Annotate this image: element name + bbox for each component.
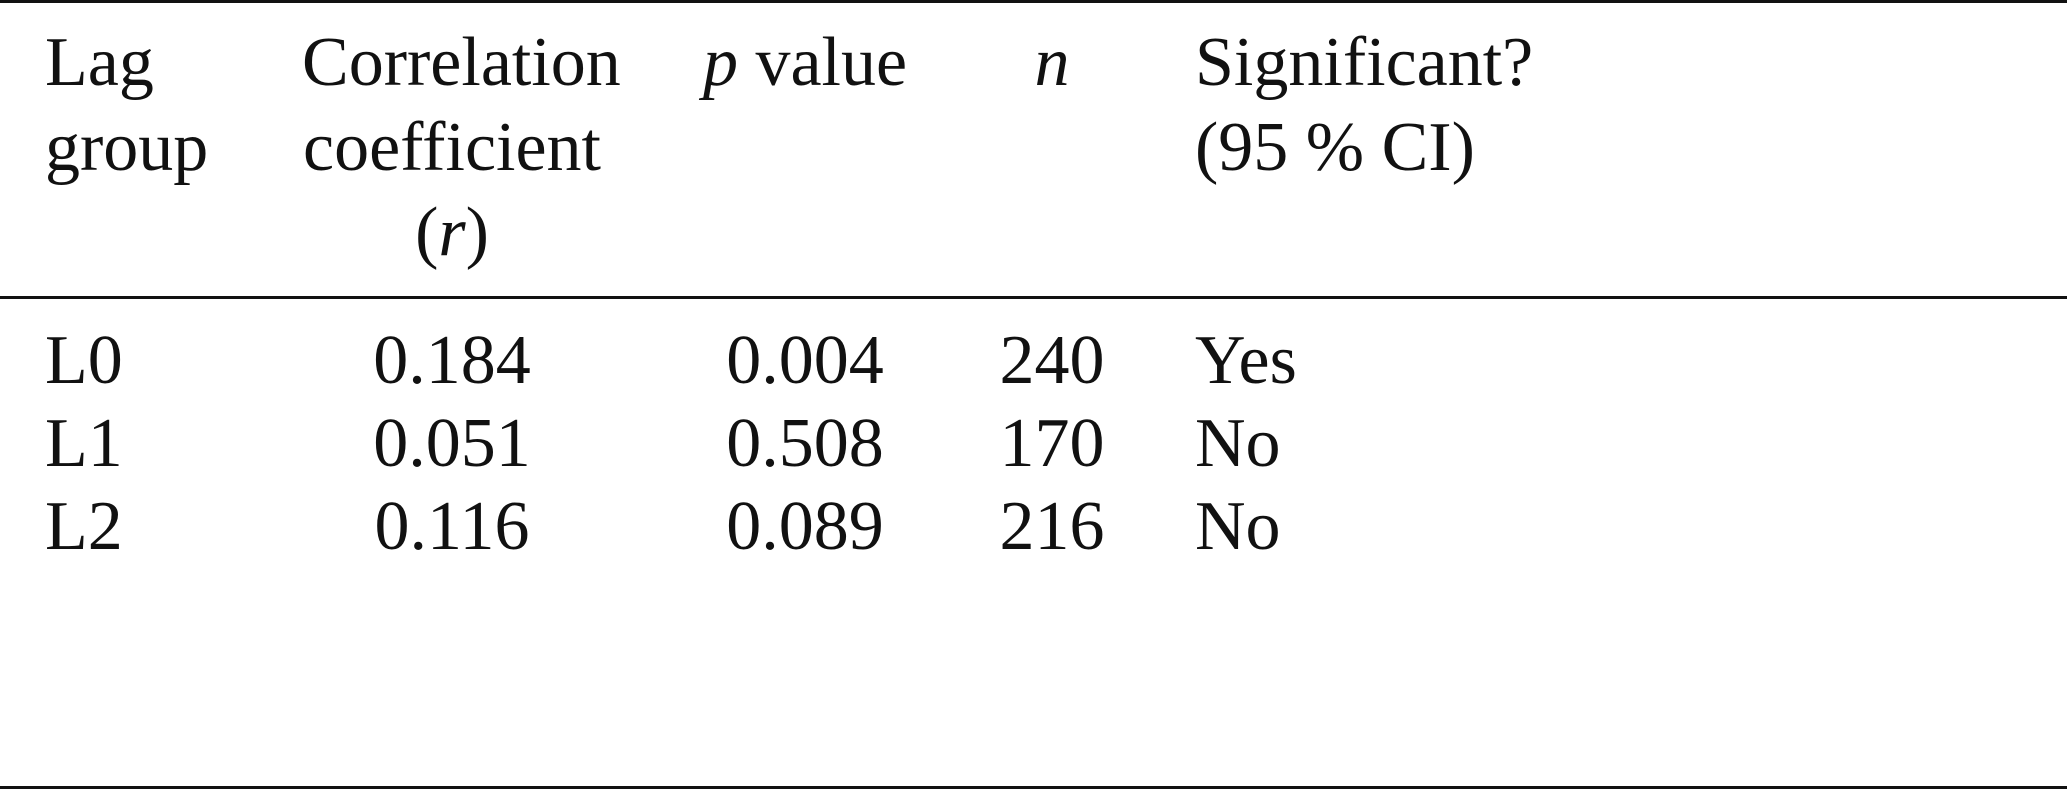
header-line: (r) [302,190,602,275]
table-cell: 170 [999,405,1105,482]
header-text: coefficient [303,109,601,186]
header-line: Correlation [302,20,621,105]
header-line: Lag [45,20,285,105]
table-cell: 0.051 [373,405,531,482]
header-text: Significant? [1195,24,1534,101]
header-text: r [438,194,466,271]
table-cell: No [1195,488,1281,565]
header-text: n [1034,24,1070,101]
table-cell: 0.508 [726,405,884,482]
bottom-rule [0,786,2067,789]
header-line: n [952,20,1152,105]
header-line: (95 % CI) [1195,105,1695,190]
table-cell: 216 [999,488,1105,565]
table-cell: L2 [45,488,123,565]
header-line: group [45,105,285,190]
header-text: p [702,24,738,101]
header-text: ( [415,194,439,271]
table-cell: No [1195,405,1281,482]
top-rule [0,0,2067,3]
table-cell: Yes [1195,322,1297,399]
table-cell: 0.004 [726,322,884,399]
header-cell: Significant? (95 % CI) [1195,20,1695,190]
table-cell: 0.116 [374,488,530,565]
header-line: coefficient [302,105,602,190]
table-cell: L1 [45,405,123,482]
header-cell: p value [655,20,955,105]
header-cell: Lag group [45,20,285,190]
header-text: value [737,24,908,101]
header-text: Correlation [302,24,621,101]
header-line: Significant? [1195,20,1695,105]
header-cell: n [952,20,1152,105]
header-line: p value [655,20,955,105]
header-text: ) [465,194,489,271]
table-cell: 240 [999,322,1105,399]
table-cell: L0 [45,322,123,399]
header-cell: Correlation coefficient (r) [302,20,621,275]
header-text: (95 % CI) [1195,109,1475,186]
header-text: group [45,109,209,186]
table-cell: 0.089 [726,488,884,565]
mid-rule [0,296,2067,299]
table-cell: 0.184 [373,322,531,399]
header-text: Lag [45,24,154,101]
